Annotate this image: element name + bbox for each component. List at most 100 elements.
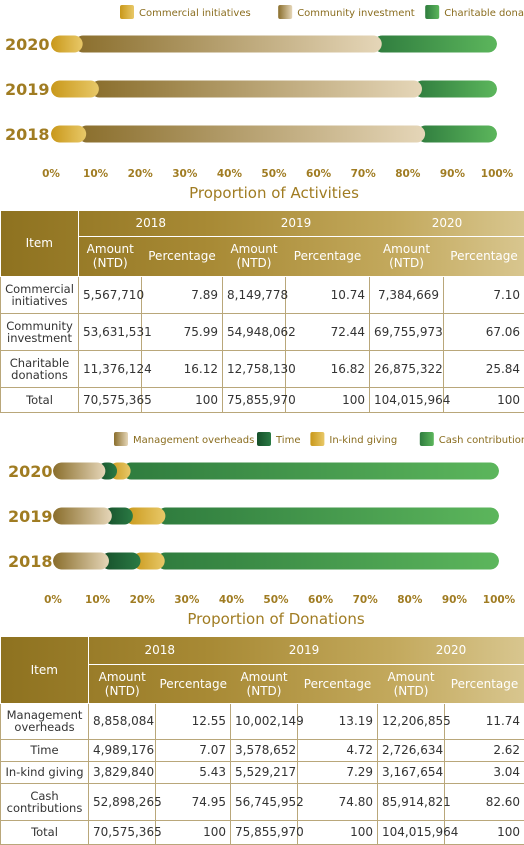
x-tick-label: 80% [395,168,421,180]
x-tick-label: 50% [261,168,287,180]
cell: 4,989,176 [89,739,156,761]
cell: 3,829,840 [89,761,156,783]
cell: 100 [298,820,378,844]
cell: 25.84 [444,350,524,387]
category-label-2019: 2019 [5,80,50,99]
year-header-2020: 2020 [370,211,524,236]
cell: 69,755,973 [370,313,444,350]
x-tick-label: 0% [42,168,60,180]
category-label-2019: 2019 [8,507,53,526]
x-tick-label: 40% [219,594,245,606]
cell: 26,875,322 [370,350,444,387]
cell: 8,858,084 [89,703,156,739]
cell: 75,855,970 [231,820,298,844]
year-header-2018: 2018 [89,637,231,664]
bar-2020 [53,463,499,480]
cell: 100 [142,387,223,412]
cell: 12,206,855 [378,703,445,739]
cell: 5,529,217 [231,761,298,783]
legend-swatch-in-kind-giving [310,432,324,446]
bar-segment-cash-contributions [123,463,499,480]
x-tick-label: 100% [483,594,516,606]
cell: 104,015,964 [370,387,444,412]
legend-swatch-time [257,432,271,446]
cell: 7.29 [298,761,378,783]
bar-2020 [51,36,497,53]
percentage-header: Percentage [444,236,524,276]
table-row: Cash contributions 52,898,265 74.95 56,7… [1,783,524,820]
cell: 11,376,124 [79,350,142,387]
cell: 12.55 [156,703,231,739]
bar-segment-commercial-initiatives [51,81,99,98]
cell: 5,567,710 [79,276,142,313]
percentage-header: Percentage [286,236,370,276]
amount-header: Amount (NTD) [370,236,444,276]
x-axis-title: Proportion of Activities [189,184,359,202]
bar-segment-community-investment [75,36,382,53]
amount-header: Amount (NTD) [378,664,445,703]
amount-header: Amount (NTD) [89,664,156,703]
legend-label-community-investment: Community investment [297,8,415,19]
cell: 74.80 [298,783,378,820]
bar-segment-management-overheads [53,463,105,480]
legend-swatch-charitable-donations [425,5,439,19]
cell: 3,578,652 [231,739,298,761]
x-tick-label: 10% [83,168,109,180]
legend-label-in-kind-giving: In-kind giving [329,435,397,446]
row-label: Management overheads [1,703,89,739]
cell: 70,575,365 [89,820,156,844]
year-header-2019: 2019 [231,637,378,664]
bar-segment-management-overheads [53,553,109,570]
x-tick-label: 70% [353,594,379,606]
item-header: Item [1,211,79,276]
row-label: Total [1,387,79,412]
x-tick-label: 30% [174,594,200,606]
table-row-total: Total 70,575,365 100 75,855,970 100 104,… [1,387,524,412]
bar-segment-community-investment [91,81,422,98]
legend-swatch-commercial-initiatives [120,5,134,19]
legend-swatch-management-overheads [114,432,128,446]
cell: 74.95 [156,783,231,820]
table-row: Commercial initiatives 5,567,710 7.89 8,… [1,276,524,313]
year-header-2020: 2020 [378,637,524,664]
cell: 4.72 [298,739,378,761]
row-label: Time [1,739,89,761]
x-tick-label: 30% [172,168,198,180]
cell: 3.04 [445,761,524,783]
legend-label-cash-contributions: Cash contributions [439,435,524,446]
table-row: Time 4,989,176 7.07 3,578,652 4.72 2,726… [1,739,524,761]
x-tick-label: 20% [128,168,154,180]
year-header-2018: 2018 [79,211,223,236]
bar-segment-management-overheads [53,508,112,525]
table-row: Management overheads 8,858,084 12.55 10,… [1,703,524,739]
cell: 3,167,654 [378,761,445,783]
legend-label-charitable-donations: Charitable donations [444,8,524,19]
x-tick-label: 50% [263,594,289,606]
cell: 7.10 [444,276,524,313]
cell: 70,575,365 [79,387,142,412]
amount-header: Amount (NTD) [231,664,298,703]
cell: 2,726,634 [378,739,445,761]
cell: 16.12 [142,350,223,387]
bar-segment-cash-contributions [157,553,499,570]
cell: 16.82 [286,350,370,387]
year-header-2019: 2019 [223,211,370,236]
table-row: Community investment 53,631,531 75.99 54… [1,313,524,350]
bar-segment-commercial-initiatives [51,36,83,53]
x-tick-label: 80% [397,594,423,606]
category-label-2020: 2020 [5,35,50,54]
activities-table: Item 2018 2019 2020 Amount (NTD) Percent… [0,211,524,413]
row-label: In-kind giving [1,761,89,783]
cell: 100 [444,387,524,412]
x-axis-title: Proportion of Donations [187,610,365,628]
cell: 10,002,149 [231,703,298,739]
x-tick-label: 100% [481,168,514,180]
cell: 11.74 [445,703,524,739]
table-row: Charitable donations 11,376,124 16.12 12… [1,350,524,387]
bar-segment-commercial-initiatives [51,126,86,143]
bar-2018 [51,126,497,143]
cell: 5.43 [156,761,231,783]
row-label: Cash contributions [1,783,89,820]
